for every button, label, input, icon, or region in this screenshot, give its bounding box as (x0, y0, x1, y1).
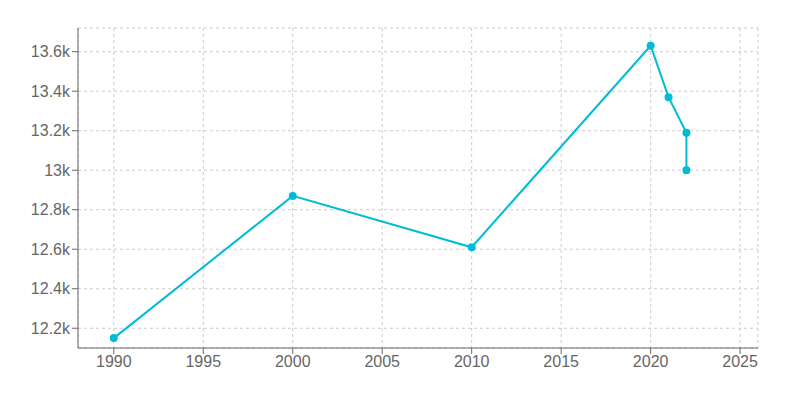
svg-text:12.2k: 12.2k (31, 320, 71, 337)
svg-text:1995: 1995 (185, 353, 221, 370)
svg-text:12.6k: 12.6k (31, 241, 71, 258)
svg-text:2005: 2005 (364, 353, 400, 370)
svg-text:12.8k: 12.8k (31, 201, 71, 218)
svg-text:2010: 2010 (454, 353, 490, 370)
svg-text:2000: 2000 (275, 353, 311, 370)
svg-text:2020: 2020 (633, 353, 669, 370)
svg-text:13.2k: 13.2k (31, 122, 71, 139)
svg-text:2025: 2025 (722, 353, 758, 370)
svg-text:13.4k: 13.4k (31, 83, 71, 100)
svg-text:13k: 13k (44, 162, 71, 179)
svg-text:1990: 1990 (96, 353, 132, 370)
svg-text:13.6k: 13.6k (31, 43, 71, 60)
svg-text:12.4k: 12.4k (31, 280, 71, 297)
svg-text:2015: 2015 (543, 353, 579, 370)
